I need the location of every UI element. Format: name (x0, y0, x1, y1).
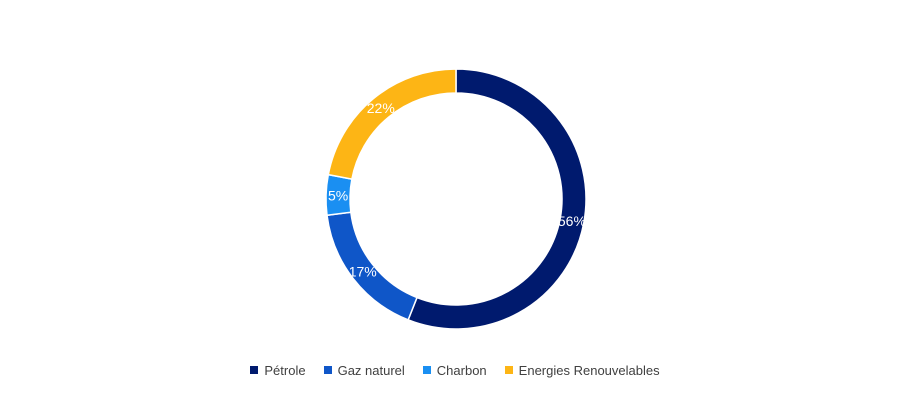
legend-swatch-petrole (250, 366, 259, 374)
data-label-charbon: 5% (328, 187, 348, 203)
legend-label-petrole: Pétrole (264, 362, 306, 378)
slice-energies-renouvelables (327, 68, 457, 181)
legend-label-charbon: Charbon (436, 362, 487, 378)
data-label-energies-renouvelables: 22% (367, 100, 395, 116)
legend-item-charbon: Charbon (422, 362, 487, 378)
data-label-gaz-naturel: 17% (349, 263, 377, 279)
legend-swatch-charbon (422, 366, 431, 374)
legend-label-energies-renouvelables: Energies Renouvelables (518, 362, 660, 378)
legend-swatch-energies-renouvelables (504, 366, 513, 374)
chart-legend: Pétrole Gaz naturel Charbon Energies Ren… (0, 360, 910, 380)
legend-item-energies-renouvelables: Energies Renouvelables (504, 362, 660, 378)
legend-item-gaz-naturel: Gaz naturel (323, 362, 405, 378)
legend-swatch-gaz-naturel (323, 366, 332, 374)
slice-petrole (407, 68, 587, 330)
data-label-petrole: 56% (558, 213, 586, 229)
legend-label-gaz-naturel: Gaz naturel (337, 362, 405, 378)
legend-item-petrole: Pétrole (250, 362, 306, 378)
